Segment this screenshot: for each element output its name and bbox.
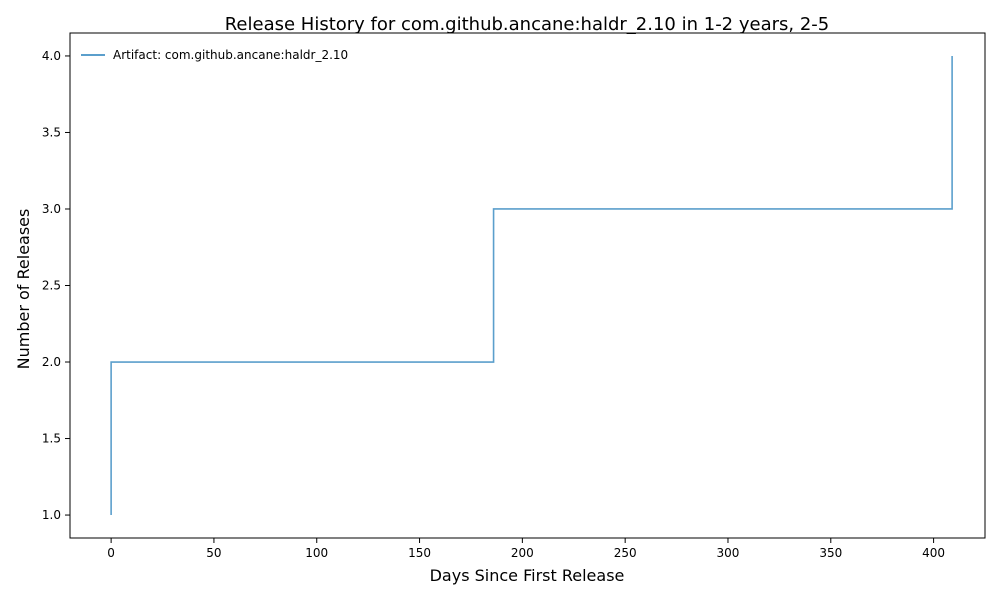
plot-area-border [69,32,986,539]
x-tick-label: 350 [819,546,842,560]
x-tick-label: 300 [717,546,740,560]
x-tick-label: 250 [614,546,637,560]
y-tick-label: 2.5 [42,279,61,293]
y-tick-label: 3.0 [42,202,61,216]
legend-label: Artifact: com.github.ancane:haldr_2.10 [113,48,348,62]
legend: Artifact: com.github.ancane:haldr_2.10 [81,48,348,62]
x-tick-label: 150 [408,546,431,560]
y-tick-label: 1.0 [42,508,61,522]
y-tick-label: 4.0 [42,49,61,63]
x-axis-ticks: 0 50 100 150 200 250 300 350 400 [107,538,945,560]
chart-title: Release History for com.github.ancane:ha… [225,14,830,35]
y-tick-label: 3.5 [42,125,61,139]
x-tick-label: 200 [511,546,534,560]
x-tick-label: 400 [922,546,945,560]
y-tick-label: 1.5 [42,432,61,446]
y-axis-ticks: 1.0 1.5 2.0 2.5 3.0 3.5 4.0 [42,49,70,522]
series-layer [110,55,953,516]
x-tick-label: 50 [206,546,221,560]
x-tick-label: 0 [107,546,115,560]
plot-frame [69,32,986,539]
x-axis-label: Days Since First Release [430,566,625,585]
x-tick-label: 100 [305,546,328,560]
y-axis-label: Number of Releases [14,209,33,370]
y-tick-label: 2.0 [42,355,61,369]
series-line [110,55,953,516]
